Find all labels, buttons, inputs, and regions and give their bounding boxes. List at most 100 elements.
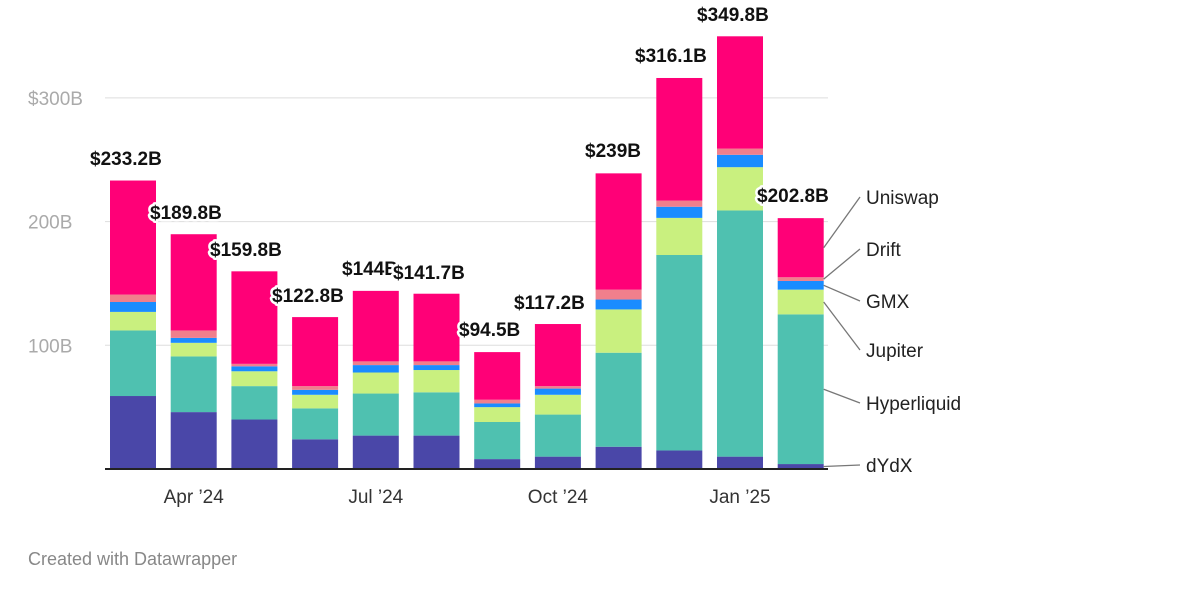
bar-segment-dydx bbox=[292, 439, 339, 469]
legend-leader-line bbox=[823, 196, 861, 249]
legend-label-drift: Drift bbox=[866, 240, 902, 261]
bar-segment-drift bbox=[170, 330, 217, 338]
total-label: $316.1B bbox=[635, 46, 707, 67]
bar-segment-hyperliquid bbox=[231, 386, 278, 420]
total-label: $117.2B bbox=[514, 293, 585, 314]
bar-segment-hyperliquid bbox=[110, 330, 156, 397]
bar-segment-dydx bbox=[231, 419, 278, 469]
bar-segment-hyperliquid bbox=[474, 421, 521, 460]
bar-0 bbox=[110, 180, 156, 469]
bar-segment-hyperliquid bbox=[292, 408, 339, 440]
total-label: $233.2B bbox=[90, 149, 162, 170]
bar-segment-uniswap bbox=[170, 234, 217, 331]
bar-segment-jupiter bbox=[352, 372, 399, 394]
bar-segment-uniswap bbox=[231, 271, 278, 364]
y-tick-label: 100B bbox=[28, 336, 72, 357]
bar-segment-uniswap bbox=[474, 352, 521, 400]
x-tick-label: Jan ’25 bbox=[709, 487, 770, 508]
bar-segment-dydx bbox=[656, 450, 703, 469]
x-tick-label: Jul ’24 bbox=[348, 487, 403, 508]
bar-segment-gmx bbox=[717, 154, 763, 168]
bar-segment-dydx bbox=[595, 446, 642, 469]
bar-segment-jupiter bbox=[413, 370, 460, 393]
bar-4 bbox=[352, 290, 399, 469]
bar-segment-drift bbox=[534, 386, 581, 389]
bar-segment-hyperliquid bbox=[170, 356, 217, 413]
bar-segment-jupiter bbox=[656, 217, 703, 255]
total-label: $144B bbox=[342, 259, 398, 280]
bars bbox=[110, 36, 824, 469]
bar-segment-uniswap bbox=[413, 293, 460, 362]
x-tick-labels: Apr ’24 Jul ’24 Oct ’24 Jan ’25 bbox=[164, 487, 771, 508]
bar-segment-gmx bbox=[170, 337, 217, 343]
bar-segment-dydx bbox=[170, 412, 217, 469]
bar-10 bbox=[717, 36, 763, 469]
bar-segment-drift bbox=[231, 363, 278, 367]
bar-segment-jupiter bbox=[474, 407, 521, 422]
total-label: $349.8B bbox=[697, 5, 769, 26]
bar-segment-uniswap bbox=[110, 180, 156, 295]
legend-label-hyperliquid: Hyperliquid bbox=[866, 394, 961, 415]
y-tick-label: 200B bbox=[28, 213, 72, 234]
legend-leader-line bbox=[823, 248, 861, 280]
x-tick-label: Oct ’24 bbox=[528, 487, 589, 508]
bar-1 bbox=[170, 234, 217, 469]
bar-7 bbox=[534, 324, 581, 469]
bar-segment-jupiter bbox=[595, 309, 642, 353]
total-label: $239B bbox=[585, 141, 641, 162]
bar-segment-uniswap bbox=[717, 36, 763, 149]
total-label: $122.8B bbox=[272, 286, 344, 307]
bar-segment-jupiter bbox=[717, 167, 763, 211]
bar-6 bbox=[474, 352, 521, 469]
bar-segment-gmx bbox=[534, 388, 581, 395]
bar-segment-gmx bbox=[110, 302, 156, 312]
bar-segment-hyperliquid bbox=[352, 393, 399, 436]
bar-segment-drift bbox=[717, 148, 763, 155]
bar-segment-uniswap bbox=[656, 77, 703, 201]
bar-segment-hyperliquid bbox=[777, 314, 824, 465]
legend-label-uniswap: Uniswap bbox=[866, 188, 939, 209]
bar-segment-gmx bbox=[595, 299, 642, 310]
total-label: $141.7B bbox=[393, 263, 465, 284]
gridlines: 100B 200B $300B bbox=[28, 89, 828, 357]
bar-segment-drift bbox=[595, 289, 642, 300]
bar-segment-hyperliquid bbox=[656, 254, 703, 451]
bar-segment-hyperliquid bbox=[413, 392, 460, 436]
legend-label-jupiter: Jupiter bbox=[866, 341, 924, 362]
bar-segment-gmx bbox=[231, 366, 278, 372]
legend-label-dydx: dYdX bbox=[866, 456, 913, 477]
bar-segment-jupiter bbox=[231, 371, 278, 387]
total-label: $189.8B bbox=[150, 203, 222, 224]
bar-segment-drift bbox=[656, 200, 703, 207]
bar-segment-dydx bbox=[352, 435, 399, 469]
y-tick-label: $300B bbox=[28, 89, 83, 110]
bar-segment-dydx bbox=[777, 464, 824, 469]
bar-segment-uniswap bbox=[777, 218, 824, 278]
bar-segment-gmx bbox=[656, 206, 703, 218]
bar-segment-drift bbox=[110, 294, 156, 303]
bar-segment-gmx bbox=[413, 365, 460, 371]
bar-segment-jupiter bbox=[777, 289, 824, 315]
bar-segment-hyperliquid bbox=[717, 210, 763, 457]
bar-segment-gmx bbox=[474, 403, 521, 408]
bar-segment-dydx bbox=[110, 396, 156, 469]
legend-leader-line bbox=[823, 301, 861, 351]
bar-segment-uniswap bbox=[292, 317, 339, 387]
bar-segment-jupiter bbox=[170, 342, 217, 357]
total-label: $159.8B bbox=[210, 240, 282, 261]
bar-segment-dydx bbox=[474, 459, 521, 469]
bar-segment-hyperliquid bbox=[595, 352, 642, 447]
bar-segment-hyperliquid bbox=[534, 414, 581, 457]
total-labels: $233.2B $189.8B $159.8B $122.8B $144B$141.7B… bbox=[88, 3, 832, 344]
bar-segment-jupiter bbox=[534, 394, 581, 415]
bar-segment-gmx bbox=[352, 365, 399, 373]
bar-segment-uniswap bbox=[352, 290, 399, 362]
bar-segment-dydx bbox=[717, 456, 763, 469]
bar-segment-jupiter bbox=[292, 394, 339, 409]
bar-3 bbox=[292, 317, 339, 469]
bar-8 bbox=[595, 173, 642, 469]
legend-leader-line bbox=[823, 284, 861, 302]
bar-segment-uniswap bbox=[595, 173, 642, 290]
bar-segment-dydx bbox=[413, 435, 460, 469]
